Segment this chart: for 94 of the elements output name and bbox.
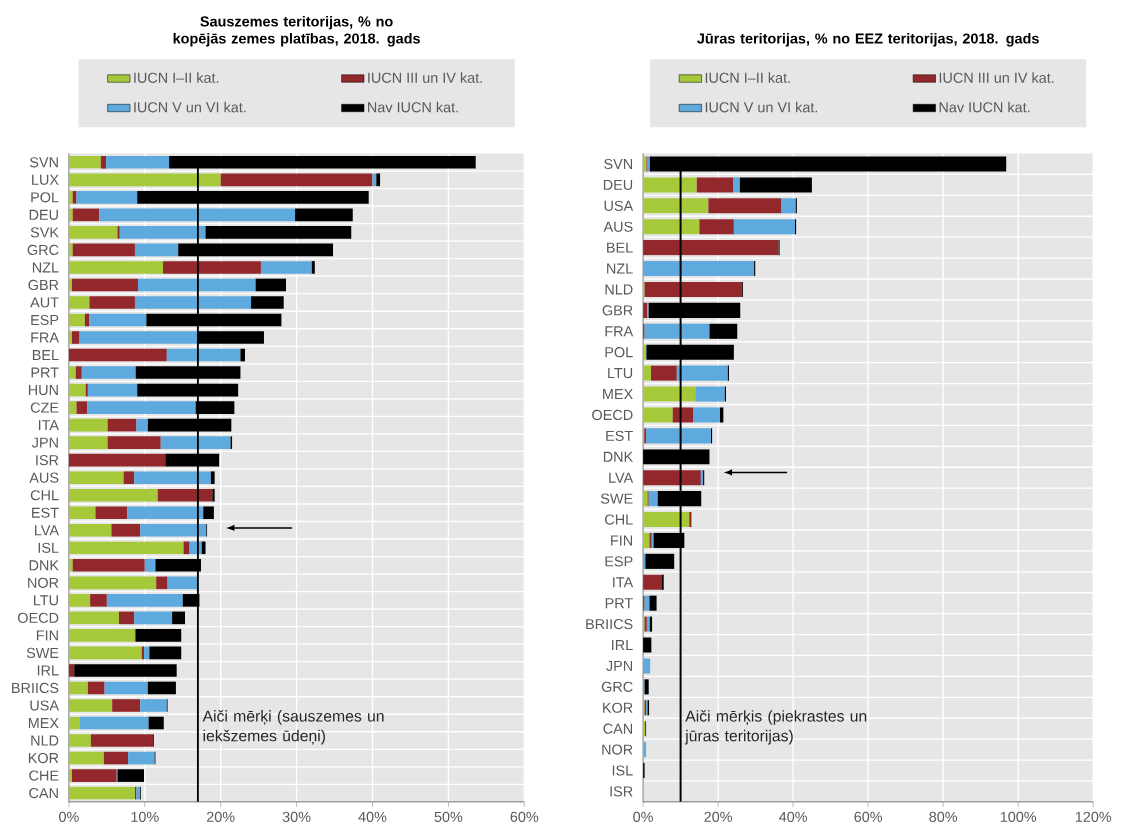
y-tick-label: ITA bbox=[38, 420, 59, 431]
chart-title: Sauszemes teritorijas, % no kopējās zemes platības, 2018. gads bbox=[173, 16, 420, 47]
y-tick-label: LVA bbox=[35, 525, 59, 536]
y-tick-label: SWE bbox=[600, 493, 633, 504]
y-tick-label: SVN bbox=[29, 157, 58, 168]
y-tick-label: OECD bbox=[592, 410, 633, 421]
y-tick-label: AUT bbox=[30, 297, 59, 308]
y-tick-label: BRIICS bbox=[586, 619, 633, 630]
y-tick-label: ESP bbox=[605, 556, 633, 567]
y-tick-label: DEU bbox=[29, 210, 58, 221]
y-tick-label: FIN bbox=[611, 535, 633, 546]
legend-label: IUCN III un IV kat. bbox=[368, 72, 482, 84]
y-tick-label: AUS bbox=[29, 472, 59, 483]
y-tick-label: FIN bbox=[36, 630, 58, 641]
y-tick-label: BRIICS bbox=[12, 683, 59, 694]
y-tick-label: HUN bbox=[28, 385, 58, 396]
y-tick-label: AUS bbox=[603, 221, 633, 233]
y-tick-label: SWE bbox=[26, 647, 59, 659]
y-tick-label: PRT bbox=[31, 367, 59, 378]
ref-line-label: Aiči mērķi (sauszemes un iekšzemes ūdeņi) bbox=[202, 710, 384, 745]
x-tick-label: 10% bbox=[131, 811, 159, 823]
y-tick-label: CHL bbox=[605, 514, 633, 525]
y-tick-label: CHE bbox=[29, 770, 59, 781]
y-tick-label: MEX bbox=[603, 389, 633, 400]
y-tick-label: JPN bbox=[606, 661, 633, 672]
y-tick-label: ISR bbox=[36, 455, 59, 466]
y-tick-label: DNK bbox=[29, 560, 59, 571]
y-tick-label: OECD bbox=[17, 612, 59, 624]
y-tick-label: NOR bbox=[28, 577, 59, 589]
y-tick-label: LTU bbox=[34, 595, 58, 606]
y-tick-label: LTU bbox=[608, 368, 633, 379]
y-tick-label: POL bbox=[31, 192, 59, 203]
y-tick-label: LUX bbox=[32, 174, 59, 186]
y-tick-label: ISL bbox=[38, 542, 59, 554]
x-tick-label: 40% bbox=[779, 811, 808, 823]
y-tick-label: FRA bbox=[605, 326, 634, 337]
legend-label: IUCN III un IV kat. bbox=[939, 72, 1054, 84]
x-tick-label: 60% bbox=[854, 811, 883, 823]
x-tick-label: 30% bbox=[282, 811, 311, 823]
y-tick-label: KOR bbox=[28, 753, 59, 764]
y-tick-label: DNK bbox=[603, 451, 634, 462]
y-tick-label: MEX bbox=[28, 718, 59, 729]
chart-title: Jūras teritorijas, % no EEZ teritorijas, 2018. gads bbox=[697, 33, 1039, 47]
y-tick-label: EST bbox=[606, 430, 633, 442]
y-tick-label: GBR bbox=[28, 280, 59, 291]
y-tick-label: ESP bbox=[31, 315, 59, 326]
legend-label: IUCN V un VI kat. bbox=[705, 101, 818, 113]
y-tick-label: CHL bbox=[30, 490, 59, 501]
y-tick-label: NOR bbox=[602, 744, 633, 755]
y-tick-label: BEL bbox=[607, 242, 633, 253]
x-tick-label: 20% bbox=[704, 811, 733, 823]
y-tick-label: USA bbox=[604, 200, 634, 212]
y-tick-label: NLD bbox=[605, 284, 633, 295]
x-tick-label: 80% bbox=[929, 811, 958, 823]
x-tick-label: 100% bbox=[1000, 811, 1037, 823]
x-tick-label: 0% bbox=[633, 811, 653, 823]
x-tick-label: 60% bbox=[510, 811, 539, 823]
y-tick-label: PRT bbox=[605, 598, 633, 609]
y-tick-label: USA bbox=[30, 700, 59, 711]
y-tick-label: ISR bbox=[610, 786, 633, 797]
x-tick-label: 50% bbox=[434, 811, 463, 823]
y-tick-label: NZL bbox=[32, 262, 59, 273]
x-tick-label: 120% bbox=[1075, 811, 1112, 823]
y-tick-label: KOR bbox=[603, 702, 633, 714]
y-tick-label: ISL bbox=[612, 765, 633, 776]
legend-label: Nav IUCN kat. bbox=[368, 101, 458, 113]
y-tick-label: IRL bbox=[612, 640, 633, 651]
y-tick-label: SVN bbox=[604, 159, 633, 170]
y-tick-label: EST bbox=[32, 507, 59, 519]
y-tick-label: ITA bbox=[613, 577, 634, 588]
x-tick-label: 0% bbox=[59, 811, 79, 823]
x-tick-label: 20% bbox=[206, 811, 235, 823]
y-tick-label: SVK bbox=[30, 227, 59, 238]
y-tick-label: DEU bbox=[603, 180, 633, 191]
ref-line-label: Aiči mērķis (piekrastes un jūras teritorijas) bbox=[684, 710, 867, 745]
legend-label: IUCN V un VI kat. bbox=[134, 101, 246, 113]
y-tick-label: BEL bbox=[32, 350, 59, 361]
legend-label: IUCN I–II kat. bbox=[134, 72, 219, 84]
y-tick-label: CAN bbox=[29, 788, 58, 799]
y-tick-label: NLD bbox=[31, 735, 59, 746]
y-tick-label: LVA bbox=[609, 472, 634, 483]
y-tick-label: CAN bbox=[603, 723, 633, 734]
y-tick-label: JPN bbox=[31, 437, 58, 448]
legend-label: IUCN I–II kat. bbox=[705, 72, 790, 84]
y-tick-label: CZE bbox=[30, 402, 59, 413]
y-tick-label: NZL bbox=[607, 263, 633, 274]
y-tick-label: GBR bbox=[602, 305, 633, 316]
y-tick-label: FRA bbox=[31, 332, 59, 343]
y-tick-label: POL bbox=[605, 347, 633, 358]
x-tick-label: 40% bbox=[358, 811, 387, 823]
y-tick-label: GRC bbox=[27, 244, 59, 256]
y-tick-label: GRC bbox=[601, 681, 633, 693]
legend-label: Nav IUCN kat. bbox=[939, 101, 1030, 113]
y-tick-label: IRL bbox=[37, 665, 59, 676]
